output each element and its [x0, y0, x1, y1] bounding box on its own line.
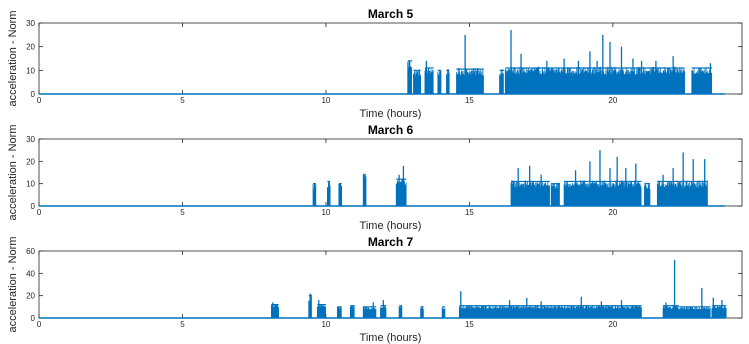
data-burst [499, 69, 504, 94]
x-tick-label: 10 [321, 96, 330, 105]
y-tick-label: 30 [26, 135, 35, 144]
data-burst [420, 306, 424, 318]
data-burst [446, 69, 450, 94]
y-tick-label: 20 [26, 157, 35, 166]
x-tick-label: 10 [321, 208, 330, 217]
x-tick-label: 20 [608, 320, 617, 329]
data-burst [644, 182, 651, 206]
data-burst [395, 178, 407, 206]
data-burst [413, 69, 422, 94]
data-burst [456, 67, 484, 94]
x-tick-label: 0 [37, 320, 42, 329]
data-burst [437, 69, 441, 94]
x-tick-label: 15 [465, 208, 474, 217]
y-tick-label: 20 [26, 43, 35, 52]
chart-panel-2: March 6 acceleration - Norm Time (hours) 0 5… [7, 123, 743, 232]
series-1 [39, 150, 725, 207]
y-tick-label: 60 [26, 247, 35, 256]
x-axis-label: Time (hours) [360, 332, 422, 344]
data-burst [656, 180, 708, 206]
y-axis-label: acceleration - Norm [7, 125, 19, 221]
y-tick-label: 10 [26, 66, 35, 75]
x-axis-label: Time (hours) [360, 108, 422, 120]
y-tick-label: 20 [26, 292, 35, 301]
y-tick-label: 0 [31, 90, 36, 99]
x-axis-label: Time (hours) [360, 220, 422, 232]
series-1 [39, 30, 725, 95]
data-burst [337, 306, 342, 318]
y-axis-label: acceleration - Norm [7, 237, 19, 333]
series-1 [39, 259, 727, 319]
chart-panel-1: March 5 acceleration - Norm Time (hours) 0 5… [7, 7, 743, 120]
data-burst [691, 67, 712, 94]
data-burst [711, 305, 727, 318]
x-tick-label: 5 [180, 96, 185, 105]
y-tick-label: 10 [26, 180, 35, 189]
y-tick-label: 30 [26, 19, 35, 28]
x-tick-label: 0 [37, 208, 42, 217]
x-tick-label: 0 [37, 96, 42, 105]
x-tick-label: 20 [608, 96, 617, 105]
chart-panel-3: March 7 acceleration - Norm Time (hours) 0 5… [7, 235, 743, 344]
data-burst [504, 66, 685, 94]
chart-title: March 5 [368, 7, 414, 21]
y-axis-label: acceleration - Norm [7, 11, 19, 107]
x-tick-label: 20 [608, 208, 617, 217]
data-burst [398, 305, 403, 318]
y-tick-label: 0 [31, 202, 36, 211]
data-burst [349, 305, 355, 318]
data-burst [458, 305, 642, 318]
x-tick-label: 5 [180, 208, 185, 217]
data-burst [362, 306, 377, 318]
data-burst [678, 306, 711, 318]
data-burst [441, 307, 446, 318]
data-burst [550, 182, 560, 206]
x-tick-label: 15 [465, 320, 474, 329]
x-tick-label: 10 [321, 320, 330, 329]
x-tick-label: 5 [180, 320, 185, 329]
chart-title: March 6 [368, 123, 414, 137]
y-tick-label: 0 [31, 314, 36, 323]
x-tick-label: 15 [465, 96, 474, 105]
chart-title: March 7 [368, 235, 414, 249]
y-tick-label: 40 [26, 269, 35, 278]
